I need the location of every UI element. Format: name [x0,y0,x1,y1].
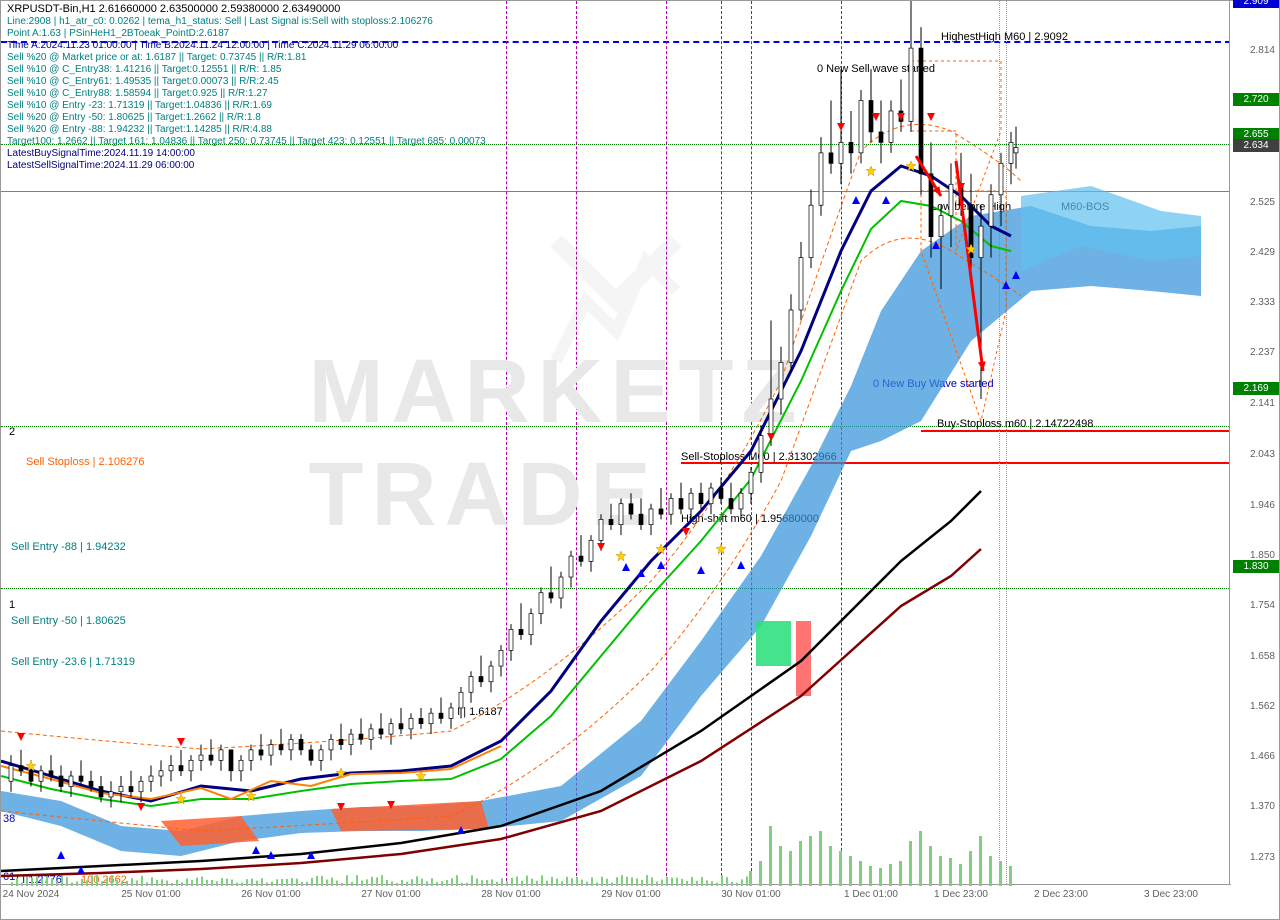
time-tick-label: 2 Dec 23:00 [1034,889,1088,900]
time-tick-label: 24 Nov 2024 [3,889,60,900]
price-tick-label: 1.273 [1250,852,1275,863]
time-tick-label: 26 Nov 01:00 [241,889,301,900]
price-tick-label: 1.754 [1250,600,1275,611]
price-plot [1,1,1231,886]
time-tick-label: 29 Nov 01:00 [601,889,661,900]
price-tick-label: 2.141 [1250,398,1275,409]
price-marker: 2.720 [1233,93,1279,106]
price-tick-label: 1.658 [1250,651,1275,662]
price-axis: 2.8142.7202.6552.6342.5252.4292.3332.237… [1229,1,1279,886]
price-tick-label: 1.562 [1250,701,1275,712]
price-tick-label: 1.370 [1250,801,1275,812]
price-tick-label: 2.333 [1250,297,1275,308]
chart-area[interactable]: MARKETZ TRADE HighestHigh M60 | 2.90920 … [1,1,1231,886]
time-tick-label: 3 Dec 23:00 [1144,889,1198,900]
price-marker: 2.634 [1233,139,1279,152]
time-tick-label: 1 Dec 01:00 [844,889,898,900]
price-tick-label: 1.946 [1250,500,1275,511]
time-tick-label: 28 Nov 01:00 [481,889,541,900]
price-tick-label: 2.429 [1250,247,1275,258]
time-axis: 24 Nov 2024 25 Nov 01:00 26 Nov 01:00 27 No… [1,884,1231,919]
chart-container: MARKETZ TRADE HighestHigh M60 | 2.90920 … [0,0,1280,920]
time-tick-label: 30 Nov 01:00 [721,889,781,900]
price-marker: 1.830 [1233,560,1279,573]
time-tick-label: 27 Nov 01:00 [361,889,421,900]
time-tick-label: 25 Nov 01:00 [121,889,181,900]
price-tick-label: 2.814 [1250,45,1275,56]
price-marker: 2.909 [1233,0,1279,8]
price-tick-label: 2.525 [1250,197,1275,208]
price-tick-label: 2.043 [1250,449,1275,460]
price-marker: 2.169 [1233,382,1279,395]
price-tick-label: 1.466 [1250,751,1275,762]
time-tick-label: 1 Dec 23:00 [934,889,988,900]
price-tick-label: 2.237 [1250,347,1275,358]
